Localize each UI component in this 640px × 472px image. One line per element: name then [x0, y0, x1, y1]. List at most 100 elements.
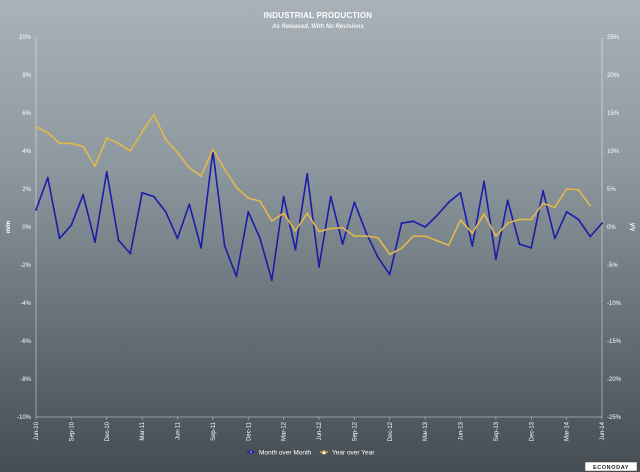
yoy-point	[483, 213, 485, 215]
y-right-tick-label: 5%	[607, 187, 616, 193]
watermark-text: ECONODAY	[593, 465, 629, 471]
chart-subtitle: As Released, With No Revisions	[271, 24, 364, 30]
plot-area	[35, 37, 603, 418]
x-tick-label: Mar-13	[423, 421, 429, 441]
y-right-tick-label: 25%	[607, 35, 620, 41]
yoy-point	[530, 218, 533, 221]
yoy-point	[188, 166, 191, 169]
legend: Month over Month Year over Year	[247, 449, 375, 457]
x-ticks: Jun-10 Sep-10 Dec-10 Mar-11 Jun-11 Sep-11 Dec-…	[34, 417, 606, 441]
legend-yoy-marker	[321, 449, 327, 455]
x-tick-label: Jun-11	[176, 421, 182, 440]
yoy-point	[129, 150, 132, 152]
mom-point	[436, 214, 438, 217]
yoy-point	[589, 204, 592, 207]
x-tick-label: Dec-10	[105, 421, 111, 441]
yoy-point	[58, 142, 61, 145]
y-left-tick-label: 4%	[22, 149, 31, 155]
series-year-over-year	[35, 113, 592, 256]
mom-point	[471, 245, 474, 247]
yoy-point	[46, 131, 49, 134]
mom-point	[141, 191, 144, 194]
yoy-point	[105, 137, 108, 139]
yoy-point	[447, 244, 450, 247]
x-tick-label: Jun-13	[459, 421, 465, 440]
mom-point	[400, 222, 403, 225]
y-left-tick-label: -8%	[20, 377, 31, 383]
yoy-point	[259, 200, 261, 203]
mom-point	[494, 258, 497, 261]
y-right-tick-label: -5%	[607, 263, 618, 269]
y-right-tick-label: 20%	[607, 73, 620, 79]
yoy-point	[141, 131, 144, 133]
mom-point	[353, 201, 356, 204]
yoy-point	[235, 186, 238, 189]
mom-point	[117, 239, 120, 242]
yoy-point	[341, 226, 344, 229]
yoy-point	[318, 230, 320, 233]
yoy-point	[117, 142, 120, 145]
y-right-tick-label: -25%	[607, 415, 622, 421]
mom-point	[294, 248, 297, 251]
mom-point	[318, 266, 320, 268]
x-tick-label: Dec-13	[529, 421, 535, 441]
yoy-point	[412, 235, 415, 238]
watermark: ECONODAY	[584, 461, 638, 472]
yoy-point	[82, 145, 85, 148]
mom-point	[188, 203, 191, 206]
mom-point	[483, 180, 485, 183]
yoy-point	[270, 220, 273, 222]
y-left-tick-label: -4%	[20, 301, 31, 307]
y-right-tick-label: -10%	[607, 301, 622, 307]
x-tick-label: Mar-12	[282, 421, 288, 441]
yoy-point	[377, 236, 379, 239]
mom-point	[235, 275, 238, 278]
yoy-point	[282, 212, 285, 215]
y-left-tick-label: -2%	[20, 263, 31, 269]
mom-point	[306, 172, 309, 175]
legend-yoy-label: Year over Year	[332, 450, 375, 457]
y-right-tick-label: 15%	[607, 111, 620, 117]
yoy-point	[365, 235, 368, 238]
yoy-point	[400, 247, 403, 250]
yoy-point	[542, 202, 544, 205]
x-tick-label: Mar-11	[140, 421, 146, 440]
yoy-point	[424, 235, 427, 238]
yoy-point	[247, 197, 250, 200]
y-right-tick-label: -15%	[607, 339, 622, 345]
mom-point	[259, 237, 261, 240]
mom-point	[153, 195, 155, 198]
y-left-axis-title: m/m	[6, 221, 12, 233]
yoy-point	[518, 218, 521, 221]
yoy-point	[577, 188, 580, 191]
mom-point	[282, 195, 285, 198]
y-right-tick-label: -20%	[607, 377, 622, 383]
mom-point	[223, 245, 226, 247]
yoy-point	[553, 206, 556, 209]
y-left-tick-label: -10%	[17, 415, 32, 421]
mom-point	[447, 201, 450, 204]
chart-title: INDUSTRIAL PRODUCTION	[264, 11, 373, 20]
yoy-point	[388, 253, 391, 256]
mom-point	[341, 243, 344, 246]
yoy-point	[153, 113, 155, 116]
y-left-tick-label: -6%	[20, 339, 31, 345]
mom-point	[553, 237, 556, 240]
series-month-over-month	[35, 150, 603, 282]
yoy-point	[436, 239, 438, 242]
yoy-point	[70, 142, 73, 145]
mom-point	[365, 231, 368, 234]
yoy-point	[565, 188, 568, 190]
mom-point	[105, 171, 108, 173]
mom-point	[518, 243, 521, 246]
yoy-point	[294, 229, 297, 232]
mom-point	[589, 235, 592, 238]
yoy-point	[459, 219, 462, 222]
y-left-tick-label: 6%	[22, 111, 31, 117]
x-tick-label: Dec-11	[246, 421, 252, 441]
mom-point	[82, 193, 85, 196]
yoy-point	[35, 125, 37, 128]
yoy-point	[176, 151, 179, 154]
mom-point	[424, 226, 427, 228]
